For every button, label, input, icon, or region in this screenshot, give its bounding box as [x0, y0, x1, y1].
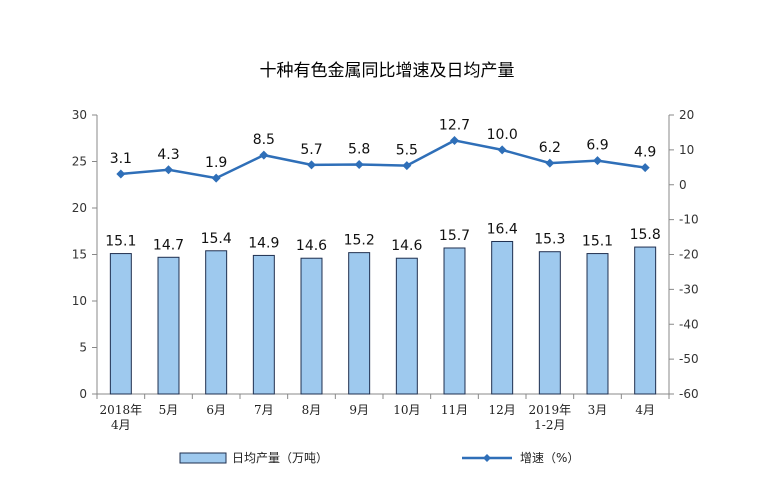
x-tick-label: 5月 [159, 403, 179, 417]
legend-line-label: 增速（%） [520, 451, 579, 465]
line-point [307, 160, 316, 170]
legend-bar-label: 日均产量（万吨） [232, 451, 328, 465]
line-value-label: 5.7 [300, 142, 322, 158]
y-right-tick-label: -30 [679, 282, 699, 296]
line-value-label: 1.9 [205, 155, 227, 171]
y-left-tick-label: 10 [72, 294, 87, 308]
line-point [640, 163, 650, 173]
y-right-tick-label: -10 [679, 213, 699, 227]
axes: 0 5 10 15 20 25 30 -60 -50 -40 -30 -20 -10 0 10 20 [72, 108, 699, 401]
legend: 日均产量（万吨） 增速（%） [179, 451, 579, 465]
x-tick-label: 3月 [588, 403, 608, 417]
bar-value-label: 14.6 [296, 238, 327, 254]
legend-bar-swatch [179, 452, 227, 464]
legend-line-marker [483, 454, 491, 462]
x-tick-label: 2019年 1-2月 [529, 403, 572, 432]
bar [443, 247, 466, 395]
x-tick-label: 12月 [489, 403, 516, 417]
growth-line [120, 139, 646, 180]
line-value-label: 12.7 [439, 117, 470, 133]
line-point [116, 169, 126, 179]
bar-value-label: 16.4 [487, 221, 518, 237]
bar-value-label: 14.9 [248, 235, 279, 251]
y-left-tick-label: 25 [72, 155, 87, 169]
y-right-tick-label: 20 [679, 108, 694, 122]
line-value-label: 6.9 [586, 138, 608, 154]
x-tick-label: 9月 [349, 403, 369, 417]
y-right-tick-label: 10 [679, 143, 694, 157]
line-point [164, 165, 173, 175]
bar [348, 252, 371, 395]
line-value-label: 4.9 [634, 145, 656, 161]
bar-value-label: 14.6 [391, 238, 422, 254]
bar [586, 253, 609, 395]
line-point [354, 160, 364, 170]
line-value-label: 5.8 [348, 142, 370, 158]
bar-value-label: 15.3 [534, 232, 565, 248]
x-tick-label: 7月 [254, 403, 274, 417]
line-point [545, 158, 555, 168]
x-tick-label: 8月 [302, 403, 322, 417]
y-left-tick-label: 0 [79, 387, 87, 401]
bar [538, 251, 561, 395]
chart-title: 十种有色金属同比增速及日均产量 [260, 61, 515, 81]
bar-value-label: 15.1 [582, 234, 613, 250]
bar-value-label: 15.2 [344, 233, 375, 249]
bar [634, 246, 657, 395]
x-tick-label: 6月 [206, 403, 226, 417]
y-right-tick-label: -20 [679, 248, 699, 262]
line-value-label: 6.2 [539, 140, 561, 156]
bar-value-label: 14.7 [153, 237, 184, 253]
bar-value-label: 15.7 [439, 228, 470, 244]
y-right-tick-label: -40 [679, 317, 699, 331]
x-axis-labels: 2018年 4月 5月 6月 7月 8月 9月 10月 11月 12月 2019年 1-2月 3月 4月 [100, 403, 655, 432]
line-point [211, 173, 221, 183]
line-point [497, 145, 507, 155]
bar [252, 254, 275, 395]
bar-value-label: 15.4 [201, 231, 232, 247]
y-left-tick-label: 20 [72, 201, 87, 215]
bar [109, 253, 132, 395]
line-point [593, 156, 602, 166]
line-series: 3.1 4.3 1.9 8.5 5.7 5.8 5.5 12.7 10.0 6.2 6.9 4.9 [110, 117, 656, 183]
line-point [402, 161, 412, 171]
x-tick-label: 11月 [441, 403, 468, 417]
bar [300, 257, 323, 395]
x-tick-label: 10月 [393, 403, 420, 417]
x-tick-label: 2018年 4月 [100, 403, 143, 432]
y-left-tick-label: 15 [72, 248, 87, 262]
y-left-tick-label: 30 [72, 108, 87, 122]
bar [395, 257, 418, 395]
line-value-label: 10.0 [487, 127, 518, 143]
bar-value-label: 15.8 [630, 227, 661, 243]
bar-value-label: 15.1 [105, 234, 136, 250]
line-point [450, 135, 459, 145]
line-value-label: 4.3 [157, 147, 179, 163]
bar [205, 250, 228, 395]
bar [491, 240, 514, 395]
line-value-label: 5.5 [396, 143, 418, 159]
y-right-tick-label: -50 [679, 352, 699, 366]
y-right-tick-label: -60 [679, 387, 699, 401]
line-value-label: 8.5 [253, 132, 275, 148]
y-right-tick-label: 0 [679, 178, 687, 192]
y-left-tick-label: 5 [79, 341, 87, 355]
bar [157, 256, 180, 395]
line-point [259, 150, 269, 160]
line-value-label: 3.1 [110, 151, 132, 167]
bar-series: 15.1 14.7 15.4 14.9 14.6 15.2 14.6 15.7 16.4 15.3… [105, 221, 661, 395]
x-tick-label: 4月 [635, 403, 655, 417]
